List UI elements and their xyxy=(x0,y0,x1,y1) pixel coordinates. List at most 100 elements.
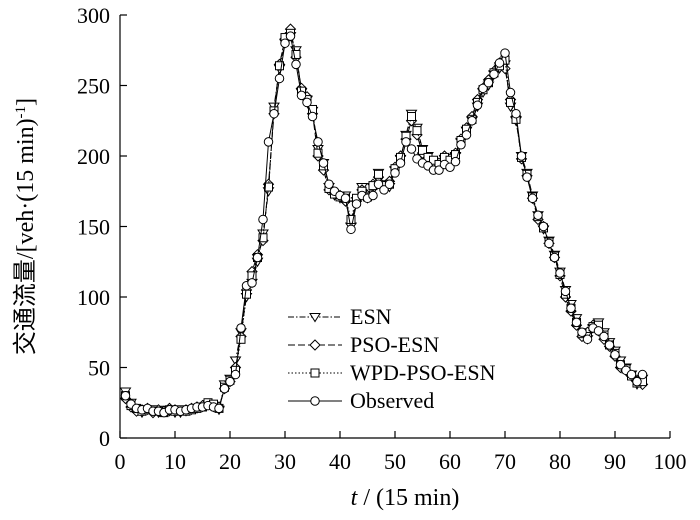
data-point xyxy=(229,356,242,366)
legend-entry: WPD-PSO-ESN xyxy=(288,360,496,385)
data-point xyxy=(494,58,505,68)
data-point xyxy=(582,334,593,345)
data-point xyxy=(555,268,565,278)
data-point xyxy=(610,350,620,360)
data-point xyxy=(560,286,571,297)
data-point xyxy=(120,390,131,401)
data-point xyxy=(516,151,527,161)
data-point xyxy=(230,369,241,380)
data-point xyxy=(379,185,389,195)
x-axis-title: t / (15 min) xyxy=(351,485,460,511)
data-point xyxy=(406,144,417,154)
data-point xyxy=(395,158,406,168)
data-point xyxy=(626,369,637,380)
data-point xyxy=(351,199,362,209)
x-tick-label: 50 xyxy=(384,449,406,474)
data-point xyxy=(593,326,604,336)
data-point xyxy=(302,97,312,108)
data-point xyxy=(368,190,378,201)
y-axis-title-bracket: ] xyxy=(13,98,39,106)
data-point xyxy=(577,327,587,337)
data-point xyxy=(549,252,560,263)
data-point xyxy=(247,278,257,288)
data-point xyxy=(506,97,515,107)
x-tick-label: 60 xyxy=(439,449,461,474)
data-point xyxy=(236,334,246,344)
data-point xyxy=(318,158,329,168)
x-tick-label: 30 xyxy=(274,449,296,474)
data-point xyxy=(505,87,516,98)
y-tick-label: 300 xyxy=(77,3,110,28)
data-point xyxy=(374,169,383,179)
data-point xyxy=(483,77,494,88)
data-point xyxy=(340,193,351,204)
x-tick-label: 0 xyxy=(115,449,126,474)
y-tick-label: 100 xyxy=(77,285,110,310)
data-point xyxy=(418,145,427,155)
legend-marker xyxy=(309,313,321,323)
data-point xyxy=(269,108,279,119)
data-point xyxy=(225,376,235,387)
data-point xyxy=(401,137,411,147)
data-point xyxy=(291,49,301,59)
data-point xyxy=(412,126,422,136)
data-point xyxy=(467,116,477,126)
data-point xyxy=(450,156,461,167)
x-tick-label: 70 xyxy=(494,449,516,474)
data-point xyxy=(384,179,395,189)
axes-layer: 0 50 100 150 200 250 300 0 10 20 30 40 50 60 70 80 90 100 xyxy=(77,3,687,474)
data-point xyxy=(533,210,543,220)
data-point xyxy=(252,252,263,263)
data-point xyxy=(219,383,230,394)
data-point xyxy=(632,376,642,387)
data-point xyxy=(434,165,444,175)
data-point xyxy=(522,172,532,182)
data-point xyxy=(263,137,274,147)
x-tick-label: 90 xyxy=(604,449,626,474)
x-tick-label: 80 xyxy=(549,449,571,474)
legend-label: PSO-ESN xyxy=(350,332,439,357)
x-tick-label: 40 xyxy=(329,449,351,474)
y-axis-title-exponent: -1 xyxy=(13,106,29,119)
data-point xyxy=(637,369,648,380)
data-point xyxy=(538,221,549,232)
data-point xyxy=(604,340,615,350)
y-axis-title-text: 交通流量/[veh·(15 min) xyxy=(12,118,39,355)
data-point xyxy=(373,179,384,189)
legend: ESN PSO-ESN WPD-PSO-ESN Observed xyxy=(288,304,496,413)
data-point xyxy=(445,162,455,173)
data-point xyxy=(236,323,246,333)
data-point xyxy=(307,111,318,122)
data-point xyxy=(313,137,323,147)
series-pso-esn xyxy=(119,23,649,419)
y-axis-title: 交通流量/[veh·(15 min)-1] xyxy=(12,98,39,355)
data-point xyxy=(313,148,323,158)
series-wpd-pso-esn xyxy=(121,28,647,418)
data-point xyxy=(280,38,290,48)
data-point xyxy=(511,108,521,119)
legend-entry: PSO-ESN xyxy=(288,332,439,357)
data-point xyxy=(461,130,472,140)
data-point xyxy=(456,139,466,150)
data-point xyxy=(214,403,224,414)
data-point xyxy=(324,179,334,189)
x-axis-title-var: t xyxy=(351,485,359,511)
data-point xyxy=(242,289,251,299)
legend-label: ESN xyxy=(350,304,392,329)
data-point xyxy=(346,214,356,224)
y-tick-label: 150 xyxy=(77,215,110,240)
data-point xyxy=(599,331,609,342)
legend-label: WPD-PSO-ESN xyxy=(350,360,496,385)
legend-marker xyxy=(310,368,320,378)
legend-entry: Observed xyxy=(288,388,434,413)
data-point xyxy=(258,214,268,225)
x-tick-label: 20 xyxy=(219,449,241,474)
data-point xyxy=(489,69,499,79)
legend-marker xyxy=(310,396,320,406)
y-tick-label: 200 xyxy=(77,144,110,169)
y-tick-label: 250 xyxy=(77,74,110,99)
data-point xyxy=(566,303,576,314)
data-point xyxy=(264,182,273,192)
data-point xyxy=(472,100,483,110)
